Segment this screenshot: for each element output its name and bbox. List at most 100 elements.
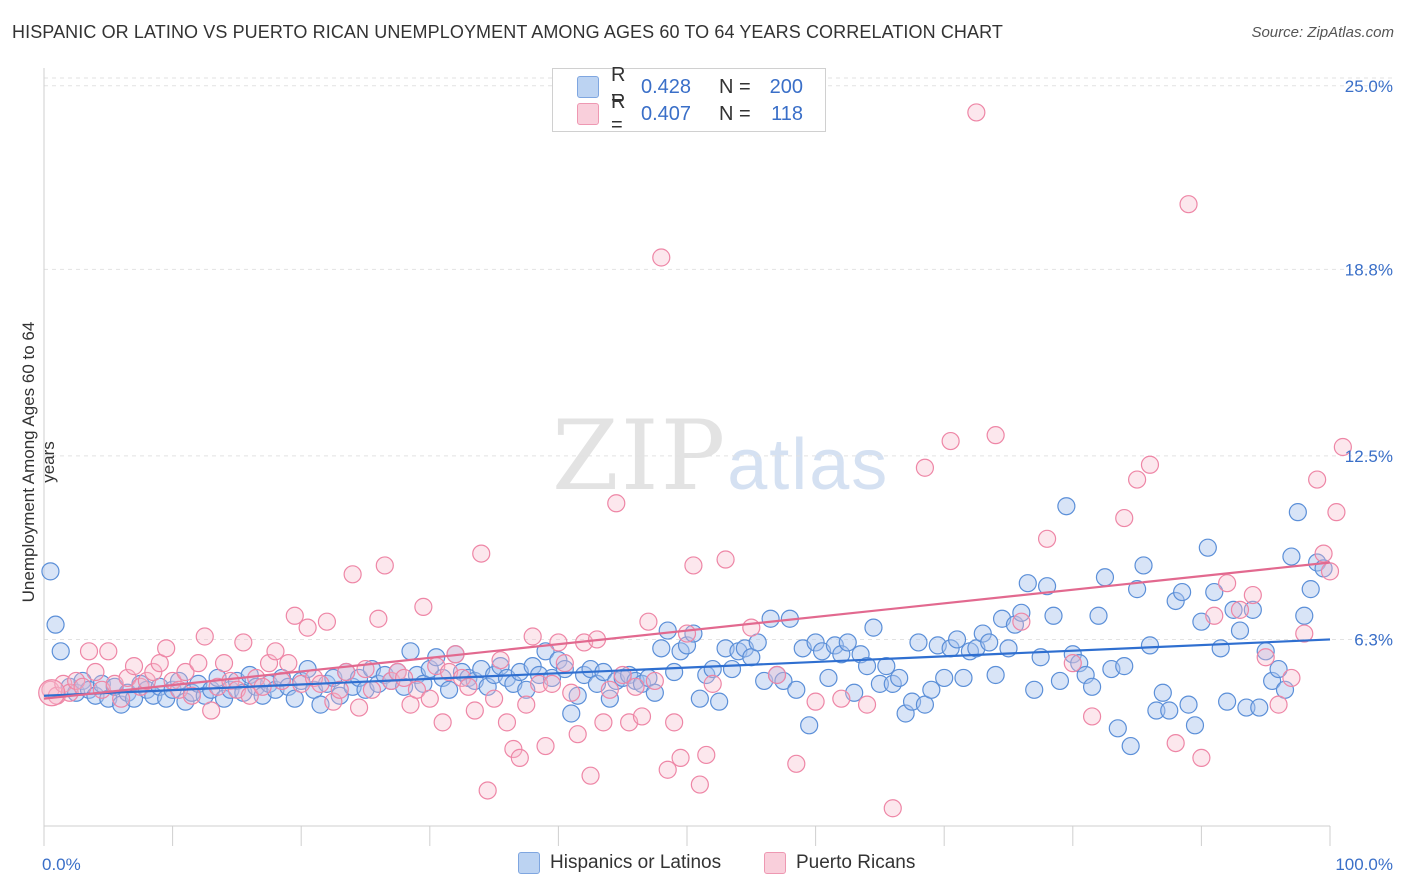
data-point-hispanics (761, 609, 780, 628)
data-point-hispanics (73, 671, 92, 691)
data-point-hispanics (947, 630, 967, 649)
data-point-puerto-ricans (144, 662, 163, 682)
data-point-puerto-ricans (497, 713, 517, 732)
data-point-puerto-ricans (214, 654, 234, 673)
data-point-puerto-ricans (767, 665, 787, 685)
data-point-hispanics (690, 689, 709, 708)
data-point-puerto-ricans (1205, 606, 1224, 625)
data-point-puerto-ricans (1256, 648, 1275, 667)
bottom-legend-swatch-pink (764, 852, 786, 874)
data-point-hispanics (1173, 582, 1192, 602)
data-point-puerto-ricans (530, 674, 549, 693)
data-point-puerto-ricans (369, 609, 388, 628)
data-point-puerto-ricans (665, 713, 684, 732)
data-point-hispanics (1140, 636, 1160, 655)
watermark-atlas: atlas (727, 425, 890, 505)
data-point-puerto-ricans (677, 624, 697, 643)
data-point-puerto-ricans (697, 745, 716, 765)
data-point-puerto-ricans (652, 248, 671, 267)
y-tick-label: 18.8% (1345, 260, 1393, 279)
data-point-puerto-ricans (690, 775, 709, 794)
legend-n-value: 200 (769, 75, 803, 98)
data-point-puerto-ricans (1063, 654, 1082, 673)
data-point-puerto-ricans (433, 713, 452, 732)
data-point-puerto-ricans (1320, 562, 1340, 581)
data-point-hispanics (722, 659, 742, 679)
data-point-hispanics (890, 668, 909, 688)
data-point-puerto-ricans (857, 695, 877, 714)
data-point-hispanics (1044, 606, 1063, 625)
data-point-puerto-ricans (137, 671, 156, 691)
data-point-puerto-ricans (967, 103, 986, 122)
data-point-puerto-ricans (465, 701, 484, 720)
chart-title: HISPANIC OR LATINO VS PUERTO RICAN UNEMP… (12, 22, 1004, 42)
data-point-puerto-ricans (157, 639, 176, 658)
data-point-hispanics (665, 662, 684, 682)
data-point-hispanics (1269, 659, 1288, 679)
data-point-puerto-ricans (182, 686, 201, 705)
data-point-hispanics (1301, 580, 1320, 599)
data-point-puerto-ricans (1308, 470, 1327, 489)
data-point-hispanics (41, 562, 60, 581)
data-point-hispanics (51, 642, 70, 661)
data-point-puerto-ricans (330, 680, 349, 699)
data-point-puerto-ricans (394, 668, 414, 688)
data-point-puerto-ricans (549, 633, 568, 652)
data-point-hispanics (980, 633, 999, 652)
data-point-puerto-ricans (195, 627, 214, 646)
x-tick-label: 0.0% (42, 855, 81, 874)
data-point-puerto-ricans (86, 662, 105, 682)
data-point-puerto-ricans (671, 748, 690, 767)
data-point-hispanics (832, 645, 851, 664)
bottom-legend-hispanics: Hispanics or Latinos (518, 852, 721, 874)
trendlines (43, 561, 1331, 700)
legend-r-value: 0.407 (641, 102, 692, 125)
legend-r-label: R = (611, 91, 626, 136)
data-point-puerto-ricans (1269, 695, 1288, 714)
data-point-puerto-ricans (703, 674, 722, 693)
data-point-hispanics (1224, 600, 1243, 619)
data-point-hispanics (1166, 591, 1185, 611)
data-point-puerto-ricans (1327, 503, 1346, 522)
data-point-hispanics (1288, 503, 1307, 522)
data-point-puerto-ricans (632, 707, 652, 726)
legend-n-value: 118 (771, 102, 803, 125)
legend-r-value: 0.428 (641, 75, 692, 98)
data-point-hispanics (1185, 716, 1205, 735)
data-point-puerto-ricans (883, 799, 902, 818)
data-point-puerto-ricans (491, 651, 510, 670)
legend-swatch-blue (577, 76, 599, 98)
data-point-puerto-ricans (684, 556, 703, 575)
data-point-puerto-ricans (1243, 585, 1262, 605)
data-point-puerto-ricans (259, 654, 279, 673)
data-point-hispanics (491, 657, 510, 676)
correlation-legend: R = 0.428 N = 200 R = 0.407 N = 118 (552, 64, 826, 136)
data-point-hispanics (800, 716, 819, 735)
data-point-hispanics (986, 665, 1005, 685)
data-point-puerto-ricans (832, 689, 851, 708)
bottom-legend-puerto-ricans: Puerto Ricans (764, 852, 915, 874)
data-point-hispanics (806, 633, 825, 652)
data-point-hispanics (864, 618, 883, 637)
legend-r-label: R = (611, 64, 626, 109)
data-point-puerto-ricans (1140, 455, 1160, 474)
data-point-puerto-ricans (1037, 529, 1057, 548)
data-point-hispanics (1076, 665, 1095, 685)
legend-swatch-pink (577, 103, 599, 125)
data-point-hispanics (1230, 621, 1250, 640)
data-point-hispanics (562, 704, 581, 723)
data-point-puerto-ricans (349, 698, 369, 717)
data-point-puerto-ricans (1115, 508, 1134, 528)
data-point-puerto-ricans (485, 689, 504, 708)
data-point-hispanics (973, 624, 992, 643)
data-point-hispanics (710, 692, 729, 711)
data-point-hispanics (1050, 671, 1070, 691)
data-point-puerto-ricans (38, 679, 66, 707)
trendline-hispanics (43, 638, 1331, 697)
data-point-hispanics (851, 645, 870, 664)
data-point-puerto-ricans (1218, 574, 1237, 593)
data-point-puerto-ricans (1282, 668, 1301, 688)
data-point-puerto-ricans (600, 680, 619, 699)
data-point-hispanics (1095, 568, 1115, 587)
data-point-puerto-ricans (298, 618, 317, 637)
